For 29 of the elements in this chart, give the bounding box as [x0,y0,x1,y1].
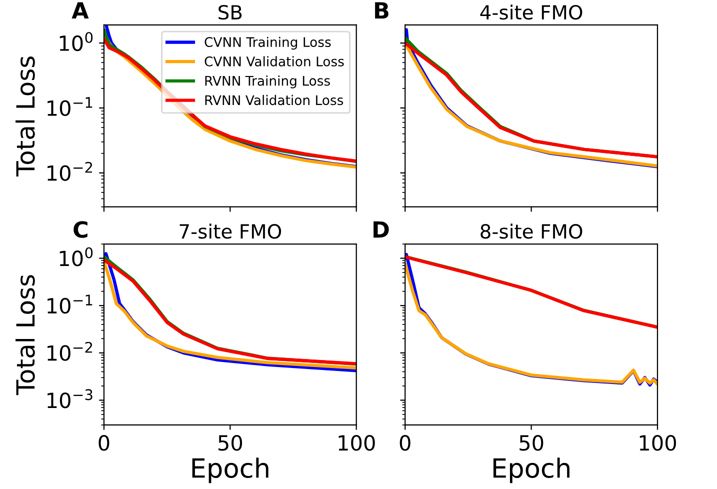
y-tick-label: 10$^{−2}$ [48,162,92,181]
y-tick-label: 10$^{−2}$ [48,342,92,361]
text: D [374,221,389,238]
y-tick-label: 10$^{−1}$ [48,97,92,116]
y-axis-title: Total Loss [16,56,35,177]
chart-title: 4-site FMO [480,4,582,20]
text: A [72,2,89,18]
legend-label: CVNN Training Loss [204,36,331,50]
x-axis-title: Epoch [493,458,570,484]
x-tick-label: 100 [640,435,676,451]
legend-label: CVNN Validation Loss [204,56,344,66]
legend-label: RVNN Validation Loss [205,94,344,106]
y-tick-label: 10$^{0}$ [60,32,93,52]
chart-title: SB [218,4,242,20]
y-tick-label: 10$^{0}$ [60,247,93,266]
legend-label: RVNN Training Loss [205,76,330,88]
x-tick-label: 100 [338,435,375,451]
x-axis-title: Epoch [192,458,268,484]
x-tick-label: 0 [98,435,110,451]
x-tick-label: 50 [520,435,544,451]
chart-title: 8-site FMO [480,224,582,239]
text: C [74,221,88,238]
y-tick-label: 10$^{−1}$ [48,294,92,314]
text: B [375,2,388,18]
x-tick-label: 50 [218,435,242,451]
y-tick-label: 10$^{−3}$ [48,389,92,408]
y-axis-title: Total Loss [16,275,35,396]
x-tick-label: 0 [400,435,410,451]
chart-title: 7-site FMO [180,224,282,239]
